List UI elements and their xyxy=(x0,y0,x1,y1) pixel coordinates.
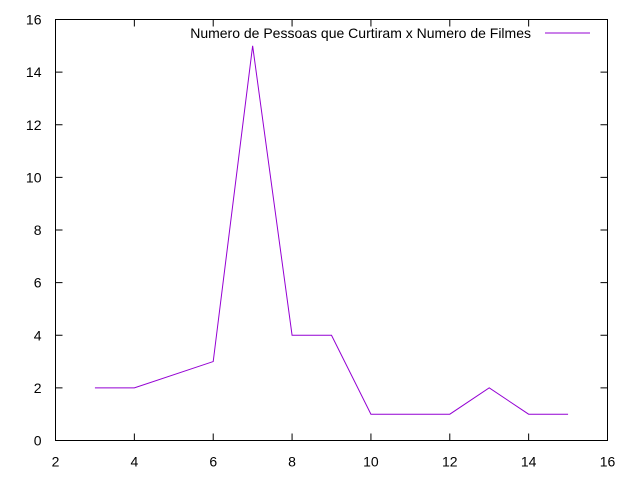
x-tick-label: 6 xyxy=(209,454,217,470)
y-tick-label: 0 xyxy=(34,433,42,449)
x-axis: 2 4 6 8 10 12 14 16 xyxy=(52,19,616,470)
x-tick-label: 12 xyxy=(442,454,458,470)
x-tick-label: 14 xyxy=(521,454,537,470)
y-tick-label: 2 xyxy=(34,380,42,396)
y-tick-label: 4 xyxy=(34,327,42,343)
y-tick-label: 16 xyxy=(26,12,42,28)
legend: Numero de Pessoas que Curtiram x Numero … xyxy=(190,25,590,41)
x-tick-label: 2 xyxy=(52,454,60,470)
y-axis: 0 2 4 6 8 10 12 14 16 xyxy=(26,12,608,449)
y-tick-label: 10 xyxy=(26,169,42,185)
y-tick-label: 12 xyxy=(26,117,42,133)
x-tick-label: 10 xyxy=(363,454,379,470)
x-tick-label: 8 xyxy=(288,454,296,470)
x-tick-label: 16 xyxy=(600,454,616,470)
plot-frame xyxy=(55,19,608,441)
y-tick-label: 8 xyxy=(34,222,42,238)
y-tick-label: 6 xyxy=(34,275,42,291)
series-layer xyxy=(94,45,569,415)
legend-label: Numero de Pessoas que Curtiram x Numero … xyxy=(190,25,531,41)
y-tick-label: 14 xyxy=(26,64,42,80)
series-line xyxy=(94,45,569,415)
x-tick-label: 4 xyxy=(130,454,138,470)
